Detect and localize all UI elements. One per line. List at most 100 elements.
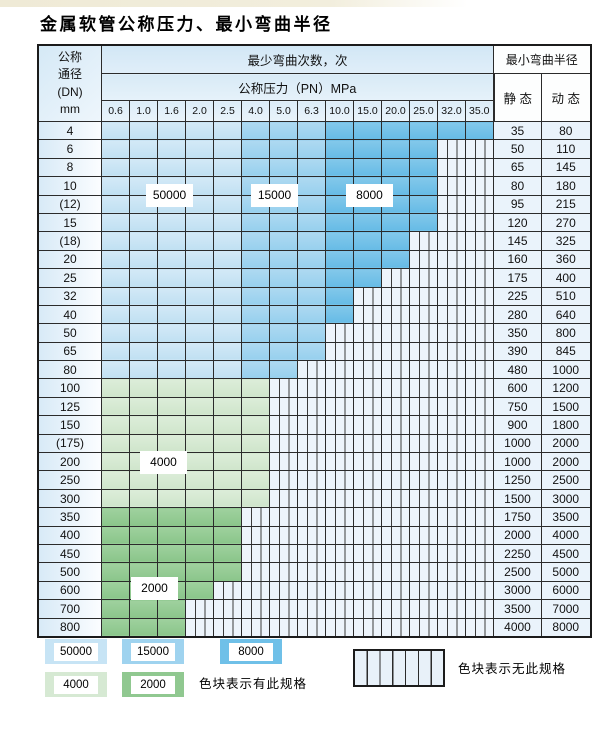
dn-cell: 10 [37, 176, 102, 196]
spec-cell [213, 378, 242, 398]
dn-cell: 65 [37, 341, 102, 362]
no-spec-cell [381, 396, 410, 417]
spec-cell [325, 231, 354, 251]
dn-cell: 700 [37, 599, 102, 619]
no-spec-cell [465, 304, 494, 325]
no-spec-cell [381, 268, 410, 288]
no-spec-cell [353, 286, 382, 306]
spec-cell [157, 433, 186, 454]
header-row-2: 公称压力（PN）MPa 静 态 动 态 [38, 73, 591, 122]
dn-cell: 350 [37, 507, 102, 527]
no-spec-cell [353, 488, 382, 509]
spec-cell [213, 452, 242, 472]
spec-cell [353, 139, 382, 159]
no-spec-cell [437, 433, 466, 454]
dn-cell: 125 [37, 396, 102, 417]
no-spec-cell [437, 488, 466, 509]
spec-cell [325, 286, 354, 306]
spec-cell [213, 470, 242, 490]
spec-cell [185, 360, 214, 380]
spec-cell [157, 212, 186, 233]
dn-cell: (12) [37, 194, 102, 214]
pressure-value-cell: 2.5 [213, 100, 242, 122]
dn-corner-line: mm [60, 101, 80, 116]
no-spec-cell [185, 599, 214, 619]
table-row: 32 225 510 [37, 286, 591, 306]
spec-cell [297, 157, 326, 178]
dn-cell: 6 [37, 139, 102, 159]
spec-cell [409, 157, 438, 178]
no-spec-cell [213, 617, 242, 638]
spec-cell [101, 562, 130, 582]
legend-swatch-label: 4000 [54, 675, 98, 694]
spec-cell [129, 617, 158, 638]
no-spec-cell [241, 580, 270, 601]
dynamic-value-cell: 360 [541, 249, 591, 270]
spec-cell [185, 452, 214, 472]
no-spec-cell [437, 231, 466, 251]
no-spec-cell [381, 341, 410, 362]
dynamic-value-cell: 3000 [541, 488, 591, 509]
spec-cell [101, 360, 130, 380]
table-row: 40 280 640 [37, 304, 591, 325]
spec-cell [297, 286, 326, 306]
no-spec-cell [269, 580, 298, 601]
no-spec-cell [325, 396, 354, 417]
no-spec-cell [269, 378, 298, 398]
zone-label: 15000 [251, 184, 298, 207]
legend-has-spec-text: 色块表示有此规格 [199, 677, 308, 691]
no-spec-cell [353, 341, 382, 362]
no-spec-cell [325, 323, 354, 343]
dn-cell: 32 [37, 286, 102, 306]
spec-cell [465, 120, 494, 141]
spec-cell [129, 212, 158, 233]
spec-cell [381, 120, 410, 141]
dn-cell: 800 [37, 617, 102, 638]
pressure-header: 公称压力（PN）MPa [101, 73, 494, 101]
static-value-cell: 1500 [493, 488, 542, 509]
dn-cell: 8 [37, 157, 102, 178]
spec-cell [325, 212, 354, 233]
dn-cell: 250 [37, 470, 102, 490]
no-spec-cell [437, 543, 466, 564]
dn-corner-header: 公称 通径 (DN) mm [37, 44, 102, 122]
pressure-value-cell: 35.0 [465, 100, 494, 122]
static-value-cell: 350 [493, 323, 542, 343]
no-spec-cell [297, 470, 326, 490]
no-spec-cell [409, 525, 438, 545]
spec-cell [185, 139, 214, 159]
page-title: 金属软管公称压力、最小弯曲半径 [40, 15, 333, 34]
spec-cell [409, 139, 438, 159]
no-spec-cell [353, 599, 382, 619]
dn-cell: 15 [37, 212, 102, 233]
spec-cell [129, 543, 158, 564]
no-spec-cell [409, 580, 438, 601]
no-spec-cell [353, 525, 382, 545]
spec-cell [157, 599, 186, 619]
no-spec-cell [409, 470, 438, 490]
spec-cell [213, 157, 242, 178]
no-spec-cell [465, 176, 494, 196]
no-spec-cell [437, 323, 466, 343]
spec-cell [297, 323, 326, 343]
static-value-cell: 120 [493, 212, 542, 233]
dynamic-header: 动 态 [541, 73, 591, 122]
no-spec-cell [437, 212, 466, 233]
spec-cell [297, 249, 326, 270]
legend-swatch-4000: 4000 [45, 672, 107, 697]
spec-cell [409, 120, 438, 141]
no-spec-cell [409, 323, 438, 343]
no-spec-cell [409, 341, 438, 362]
dynamic-value-cell: 110 [541, 139, 591, 159]
pressure-value-cell: 25.0 [409, 100, 438, 122]
no-spec-cell [409, 360, 438, 380]
spec-cell [129, 525, 158, 545]
no-spec-cell [185, 617, 214, 638]
table-row: (18) 145 325 [37, 231, 591, 251]
no-spec-cell [409, 415, 438, 435]
spec-cell [213, 286, 242, 306]
spec-cell [241, 286, 270, 306]
table-row: 125 750 1500 [37, 396, 591, 417]
static-value-cell: 2250 [493, 543, 542, 564]
spec-cell [101, 617, 130, 638]
